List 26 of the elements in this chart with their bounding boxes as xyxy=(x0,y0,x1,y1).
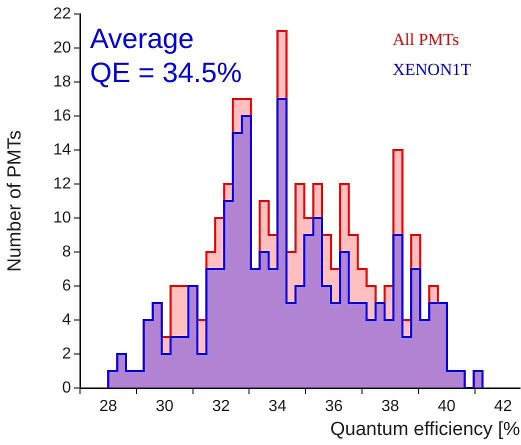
y-axis-title: Number of PMTs xyxy=(4,130,26,272)
y-tick-label: 22 xyxy=(53,5,72,22)
y-tick-label: 0 xyxy=(62,379,72,396)
x-tick-label: 40 xyxy=(438,398,456,416)
x-tick-label: 30 xyxy=(156,398,174,416)
x-tick-label: 34 xyxy=(268,398,286,416)
text: All PMTs xyxy=(392,29,460,51)
y-tick-label: 8 xyxy=(62,243,72,260)
x-tick-label: 28 xyxy=(99,398,118,416)
y-tick-label: 2 xyxy=(62,345,72,362)
x-tick-label: 42 xyxy=(494,398,512,416)
x-tick-label: 36 xyxy=(324,398,343,416)
annotation: QE = 34.5% xyxy=(90,56,242,90)
y-tick-label: 6 xyxy=(62,277,72,294)
annotation: Average xyxy=(90,22,195,56)
x-tick-label: 38 xyxy=(381,398,400,416)
x-tick-label: 32 xyxy=(212,398,230,416)
y-tick-label: 18 xyxy=(53,73,72,90)
y-tick-label: 14 xyxy=(53,141,72,158)
y-tick-label: 12 xyxy=(53,175,72,192)
y-tick-label: 4 xyxy=(62,311,72,328)
y-tick-label: 10 xyxy=(53,209,72,226)
y-tick-label: 16 xyxy=(53,107,72,124)
text: XENON1T xyxy=(392,59,471,81)
y-tick-label: 20 xyxy=(53,39,72,56)
x-axis-title: Quantum efficiency [% xyxy=(330,418,520,440)
